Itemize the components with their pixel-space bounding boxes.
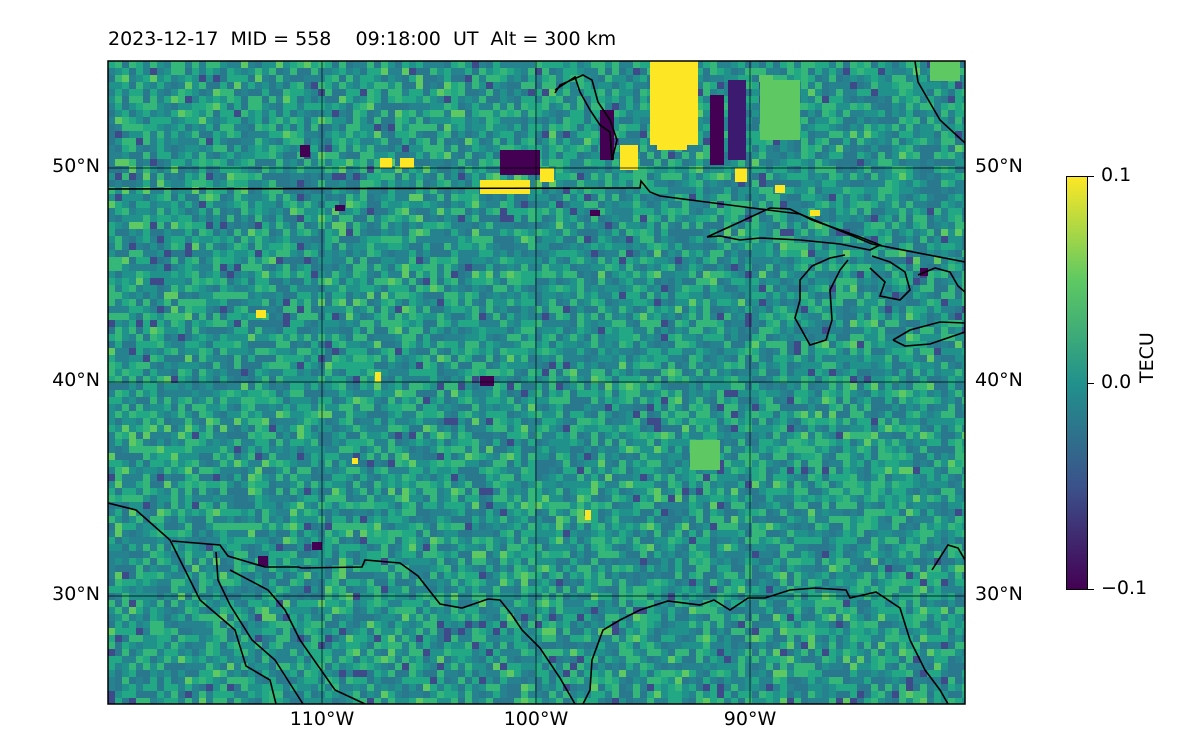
tec-anomaly-cell [930,61,960,81]
lon-label: 110°W [289,708,355,730]
colorbar-mid-label: 0.0 [1101,371,1132,393]
baja-peninsula [215,551,304,704]
colorbar-max-label: 0.1 [1101,164,1132,186]
lake-erie-ontario [892,321,965,347]
lon-label: 90°W [723,708,777,730]
tec-anomaly-cell [760,80,800,140]
baja-inner [229,569,366,704]
graticule [108,61,965,704]
tec-anomaly-cell [375,372,381,382]
tec-anomaly-cell [735,168,747,182]
tec-anomaly-cell [810,210,820,216]
colorbar-tick [1088,176,1094,177]
tec-anomaly-cell [500,150,540,175]
colorbar-tick [1088,383,1094,384]
map-title: 2023-12-17 MID = 558 09:18:00 UT Alt = 3… [108,28,617,50]
tec-anomaly-cell [380,158,392,168]
tec-anomaly-cell [258,556,268,566]
lat-label-right: 40°N [975,369,1023,391]
tec-anomaly-cell [312,542,322,550]
mexico-west-coast [108,502,277,704]
gulf-coast [582,587,949,704]
tec-anomaly-cell [480,180,530,194]
colorbar-title: TECU [1136,332,1158,383]
tec-anomaly-cell [300,145,310,157]
tec-anomaly-cell [728,80,746,160]
tec-anomaly-cell [710,95,724,165]
tec-anomaly-cell [256,310,266,318]
lake-superior [706,207,882,251]
map-frame [107,60,966,705]
tec-anomaly-cell [775,185,785,193]
feature-layer [256,61,960,566]
colorbar-min-label: −0.1 [1101,577,1148,599]
lat-label-right: 50°N [975,155,1023,177]
baja-california [171,540,576,704]
lake-ontario-east [917,267,965,293]
tec-anomaly-cell [657,140,687,150]
florida-coast [931,544,965,571]
lake-huron [869,255,911,301]
tec-anomaly-cell [620,145,638,170]
tec-anomaly-cell [400,158,414,168]
tec-anomaly-cell [335,205,345,211]
tec-anomaly-cell [352,458,358,464]
east-canada-coast [914,61,965,144]
hudson-bay-coast [554,74,618,161]
us-canada-border [108,179,965,263]
colorbar-tick [1088,589,1094,590]
lat-label-left: 40°N [52,369,100,391]
lat-label-left: 30°N [52,583,100,605]
tec-anomaly-cell [480,376,494,386]
tec-anomaly-cell [650,61,698,145]
tec-anomaly-cell [585,510,591,520]
coastline-layer [108,61,965,704]
lat-label-left: 50°N [52,155,100,177]
tec-anomaly-cell [540,168,554,182]
tec-anomaly-cell [690,440,720,470]
tec-anomaly-cell [590,210,600,216]
lake-michigan [794,254,849,346]
colorbar [1066,176,1088,590]
lon-label: 100°W [503,708,569,730]
lat-label-right: 30°N [975,583,1023,605]
